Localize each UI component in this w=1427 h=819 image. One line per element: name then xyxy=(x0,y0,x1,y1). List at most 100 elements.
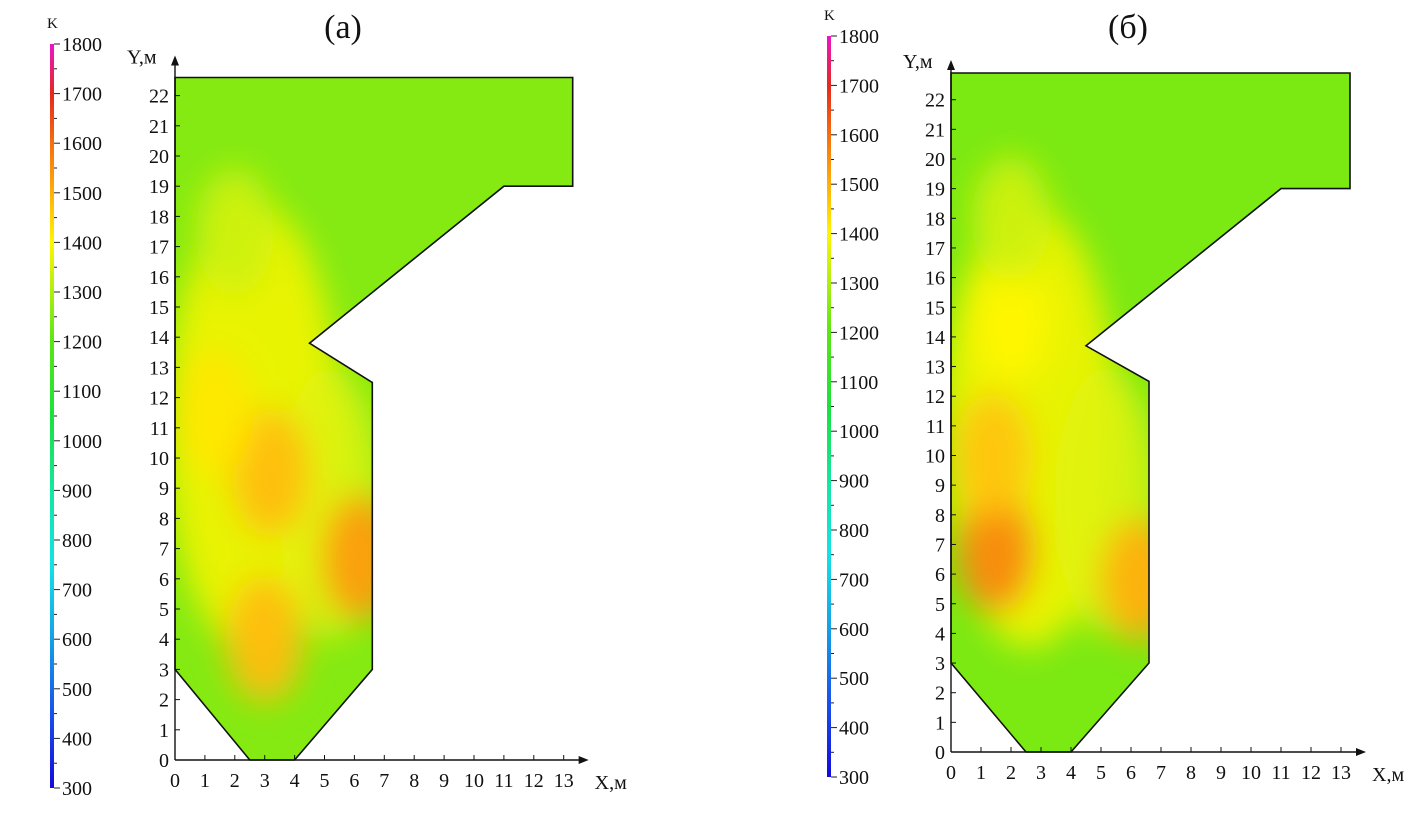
y-tick-label: 6 xyxy=(159,569,169,591)
y-tick-label: 8 xyxy=(935,505,945,527)
x-tick-label: 8 xyxy=(1186,762,1196,784)
x-tick-label: 2 xyxy=(1006,762,1016,784)
y-tick-label: 21 xyxy=(925,119,945,141)
y-tick-label: 5 xyxy=(159,599,169,621)
x-tick-label: 0 xyxy=(946,762,956,784)
colorbar-tick-label: 1400 xyxy=(839,224,879,246)
y-axis-arrow xyxy=(171,55,179,66)
colorbar-tick-label: 1100 xyxy=(839,372,878,394)
colorbar-tick-label: 1400 xyxy=(62,232,102,254)
y-tick-label: 16 xyxy=(149,267,169,289)
x-axis-label: X,м xyxy=(595,772,627,794)
x-tick-label: 10 xyxy=(464,770,484,792)
colorbar-tick-label: 1700 xyxy=(62,84,102,106)
colorbar-tick-label: 1700 xyxy=(839,75,879,97)
colorbar-tick-label: 400 xyxy=(62,728,92,750)
colorbar-unit: K xyxy=(47,16,58,32)
x-tick-label: 3 xyxy=(1036,762,1046,784)
colorbar-tick-label: 1500 xyxy=(839,174,879,196)
colorbar-tick-label: 1800 xyxy=(839,26,879,48)
y-tick-label: 4 xyxy=(935,623,945,645)
x-tick-label: 12 xyxy=(524,770,544,792)
y-tick-label: 0 xyxy=(935,742,945,764)
x-tick-label: 5 xyxy=(320,770,330,792)
hot-spot xyxy=(957,488,1035,613)
y-tick-label: 18 xyxy=(925,208,945,230)
x-tick-label: 4 xyxy=(290,770,300,792)
colorbar-tick-label: 1200 xyxy=(839,322,879,344)
panel-a: K300400500600700800900100011001200130014… xyxy=(47,9,627,800)
colorbar-tick-label: 1800 xyxy=(62,34,102,56)
y-tick-label: 16 xyxy=(925,268,945,290)
y-tick-label: 3 xyxy=(159,659,169,681)
y-tick-label: 7 xyxy=(935,534,945,556)
x-tick-label: 8 xyxy=(409,770,419,792)
colorbar-tick-label: 1600 xyxy=(839,125,879,147)
y-tick-label: 10 xyxy=(925,446,945,468)
y-tick-label: 12 xyxy=(925,386,945,408)
y-tick-label: 18 xyxy=(149,206,169,228)
y-tick-label: 19 xyxy=(925,179,945,201)
colorbar-tick-label: 400 xyxy=(839,718,869,740)
field-blend xyxy=(951,156,1179,649)
colorbar-tick-label: 1200 xyxy=(62,332,102,354)
x-axis-arrow xyxy=(1356,748,1366,756)
hot-spot xyxy=(972,156,1050,281)
x-tick-label: 9 xyxy=(439,770,449,792)
colorbar xyxy=(827,36,831,777)
colorbar-tick-label: 300 xyxy=(839,767,869,789)
y-tick-label: 12 xyxy=(149,388,169,410)
colorbar-tick-label: 300 xyxy=(62,778,92,800)
y-tick-label: 0 xyxy=(159,750,169,772)
y-tick-label: 17 xyxy=(149,237,169,259)
y-tick-label: 21 xyxy=(149,116,169,138)
x-axis-label: X,м xyxy=(1372,764,1404,786)
x-tick-label: 7 xyxy=(379,770,389,792)
hot-spot xyxy=(231,409,310,537)
panel-b: K300400500600700800900100011001200130014… xyxy=(824,8,1404,789)
colorbar-tick-label: 500 xyxy=(839,668,869,690)
x-tick-label: 1 xyxy=(200,770,210,792)
colorbar-tick-label: 600 xyxy=(62,629,92,651)
colorbar-tick-label: 1100 xyxy=(62,381,101,403)
y-tick-label: 14 xyxy=(149,327,169,349)
y-tick-label: 15 xyxy=(925,297,945,319)
y-tick-label: 9 xyxy=(159,478,169,500)
colorbar-tick-label: 500 xyxy=(62,679,92,701)
colorbar-tick-label: 900 xyxy=(839,471,869,493)
y-tick-label: 15 xyxy=(149,297,169,319)
y-tick-label: 17 xyxy=(925,238,945,260)
x-tick-label: 2 xyxy=(230,770,240,792)
y-tick-label: 19 xyxy=(149,176,169,198)
colorbar-tick-label: 1000 xyxy=(62,431,102,453)
y-tick-label: 20 xyxy=(925,149,945,171)
y-tick-label: 6 xyxy=(935,564,945,586)
y-tick-label: 5 xyxy=(935,594,945,616)
panel-title: (б) xyxy=(1108,9,1148,46)
colorbar-tick-label: 1000 xyxy=(839,421,879,443)
temperature-field xyxy=(951,73,1350,752)
temperature-field xyxy=(175,77,573,760)
x-tick-label: 10 xyxy=(1241,762,1261,784)
x-tick-label: 5 xyxy=(1096,762,1106,784)
x-tick-label: 0 xyxy=(170,770,180,792)
y-tick-label: 13 xyxy=(149,357,169,379)
colorbar xyxy=(50,44,54,788)
y-axis-arrow xyxy=(947,59,955,70)
y-tick-label: 10 xyxy=(149,448,169,470)
y-tick-label: 14 xyxy=(925,327,945,349)
y-tick-label: 11 xyxy=(150,418,169,440)
colorbar-tick-label: 800 xyxy=(839,520,869,542)
x-tick-label: 6 xyxy=(349,770,359,792)
x-tick-label: 3 xyxy=(260,770,270,792)
colorbar-tick-label: 700 xyxy=(62,580,92,602)
y-tick-label: 22 xyxy=(925,90,945,112)
x-tick-label: 13 xyxy=(1331,762,1351,784)
colorbar-tick-label: 1600 xyxy=(62,133,102,155)
x-axis-arrow xyxy=(578,756,589,764)
colorbar-tick-label: 800 xyxy=(62,530,92,552)
y-tick-label: 3 xyxy=(935,653,945,675)
hot-spot xyxy=(321,494,400,622)
y-tick-label: 2 xyxy=(159,690,169,712)
